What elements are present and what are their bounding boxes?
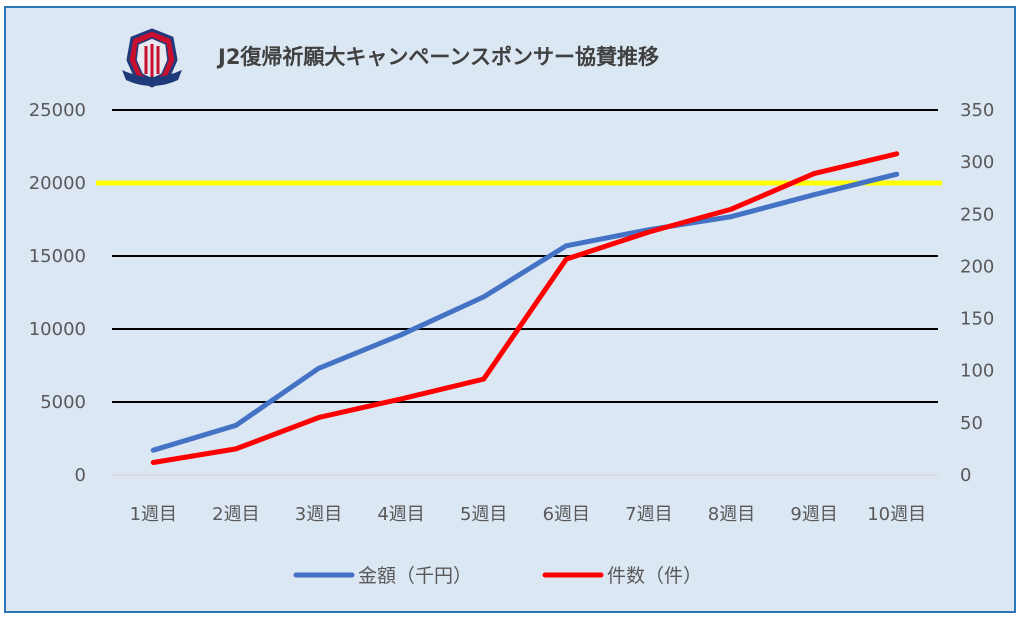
- y-left-tick-label: 25000: [29, 100, 86, 121]
- x-tick-label: 10週目: [867, 504, 926, 525]
- series-line: [150, 151, 900, 465]
- chart-frame: [4, 6, 1016, 613]
- y-left-tick-label: 20000: [29, 173, 86, 194]
- x-tick-label: 7週目: [625, 504, 672, 525]
- y-right-tick-label: 50: [960, 413, 983, 434]
- legend-label: 件数（件）: [607, 565, 702, 587]
- y-left-tick-label: 0: [75, 465, 86, 486]
- y-left-tick-label: 15000: [29, 246, 86, 267]
- y-right-tick-label: 350: [960, 100, 994, 121]
- y-left-tick-label: 5000: [40, 392, 86, 413]
- x-tick-label: 3週目: [295, 504, 342, 525]
- x-tick-label: 9週目: [790, 504, 837, 525]
- y-right-tick-label: 300: [960, 152, 994, 173]
- y-left-tick-label: 10000: [29, 319, 86, 340]
- y-right-tick-label: 200: [960, 256, 994, 277]
- x-tick-label: 1週目: [130, 504, 177, 525]
- x-tick-label: 2週目: [212, 504, 259, 525]
- x-tick-label: 6週目: [543, 504, 590, 525]
- y-right-tick-label: 150: [960, 309, 994, 330]
- y-right-tick-label: 0: [960, 465, 971, 486]
- chart-title: J2復帰祈願大キャンペーンスポンサー協賛推移: [216, 45, 659, 69]
- x-tick-label: 4週目: [377, 504, 424, 525]
- series-line: [150, 171, 900, 453]
- legend-label: 金額（千円）: [358, 565, 472, 587]
- x-tick-label: 5週目: [460, 504, 507, 525]
- x-tick-label: 8週目: [708, 504, 755, 525]
- y-right-tick-label: 250: [960, 204, 994, 225]
- club-crest-logo: [122, 28, 182, 88]
- y-right-tick-label: 100: [960, 361, 994, 382]
